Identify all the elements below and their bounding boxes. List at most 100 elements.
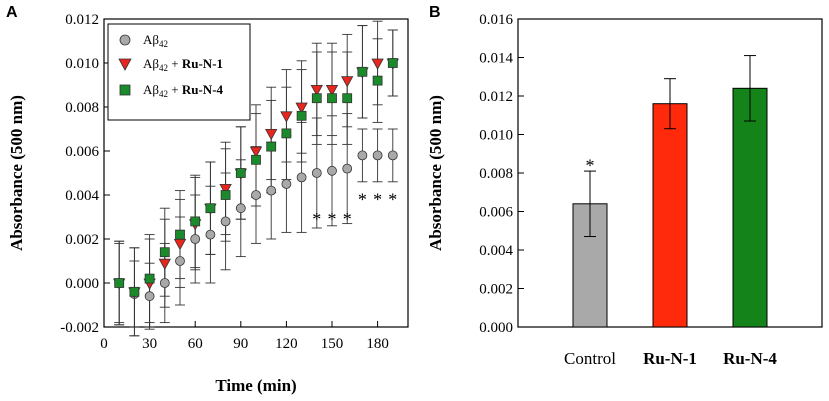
legend-label-2: Aβ42 + Ru-N-1 xyxy=(143,56,223,73)
y-tick-label: 0.002 xyxy=(479,282,513,298)
y-tick-label: 0.010 xyxy=(65,56,99,72)
data-point-abeta42 xyxy=(372,150,383,161)
y-tick-label: 0.010 xyxy=(479,128,513,144)
y-tick-label: 0.012 xyxy=(65,12,99,28)
data-point-ru-n-1 xyxy=(310,85,323,97)
x-tick-label: 120 xyxy=(275,336,298,352)
legend-label-2-plus: + xyxy=(168,56,182,71)
bar-ru-n-4 xyxy=(732,87,768,328)
legend-label-3: Aβ42 + Ru-N-4 xyxy=(143,82,224,99)
data-point-abeta42 xyxy=(159,278,170,288)
data-point-ru-n-1 xyxy=(173,239,187,251)
legend-label-2-sub: 42 xyxy=(159,63,168,73)
data-point-ru-n-4 xyxy=(220,190,231,200)
data-point-ru-n-4 xyxy=(114,278,125,288)
x-tick-label: 90 xyxy=(233,336,248,352)
legend-label-1: Aβ42 xyxy=(143,32,168,49)
data-point-ru-n-4 xyxy=(251,154,261,165)
y-tick-label: 0.012 xyxy=(479,89,513,105)
data-point-ru-n-1 xyxy=(325,85,339,97)
significance-star: * xyxy=(328,209,337,229)
significance-star: * xyxy=(312,209,321,229)
panel-b-y-axis-title: Absorbance (500 nm) xyxy=(426,95,445,251)
legend-label-1-sub: 42 xyxy=(159,39,168,49)
data-point-ru-n-4 xyxy=(327,93,337,104)
data-point-abeta42 xyxy=(311,168,322,178)
legend-square-marker xyxy=(119,84,131,96)
panel-b-letter: B xyxy=(429,4,441,21)
data-point-ru-n-1 xyxy=(280,111,293,123)
legend-label-3-plus: + xyxy=(168,82,182,97)
data-point-ru-n-4 xyxy=(235,168,246,178)
panel-b: B 0.000 0.002 0.004 0.006 0.008 0.010 0.012 0.0… xyxy=(426,4,823,368)
x-tick-label: 60 xyxy=(188,336,203,352)
data-point-ru-n-1 xyxy=(295,102,308,114)
y-tick-label: 0.000 xyxy=(65,276,99,292)
significance-star: * xyxy=(388,189,397,209)
y-tick-label: 0.006 xyxy=(479,205,513,221)
data-point-ru-n-4 xyxy=(205,203,216,214)
y-tick-label: 0.000 xyxy=(479,320,513,336)
legend-entry-ru-n-4: Aβ42 + Ru-N-4 xyxy=(119,82,224,99)
y-tick-label: 0.002 xyxy=(65,232,99,248)
data-point-ru-n-4 xyxy=(311,93,322,104)
y-tick-label: 0.016 xyxy=(479,12,513,28)
data-point-ru-n-4 xyxy=(357,66,368,77)
data-point-ru-n-4 xyxy=(372,75,383,86)
data-point-ru-n-4 xyxy=(129,286,140,297)
data-point-abeta42 xyxy=(205,229,216,240)
x-tick-label: 180 xyxy=(366,336,389,352)
legend-triangle-marker xyxy=(118,58,132,71)
data-point-abeta42 xyxy=(190,234,201,244)
panel-b-annotations: * xyxy=(586,155,595,175)
significance-star: * xyxy=(358,189,367,209)
data-point-ru-n-1 xyxy=(249,146,263,158)
legend-label-3-sub: 42 xyxy=(159,89,168,99)
category-label-ru-n-4: Ru-N-4 xyxy=(723,349,777,368)
data-point-ru-n-4 xyxy=(387,58,398,68)
legend-label-1-prefix: Aβ xyxy=(143,32,159,47)
data-point-abeta42 xyxy=(144,291,155,302)
data-point-abeta42 xyxy=(266,185,277,196)
data-point-abeta42 xyxy=(220,216,231,227)
data-point-abeta42 xyxy=(387,150,398,161)
data-point-ru-n-4 xyxy=(266,141,277,152)
data-point-abeta42 xyxy=(175,256,185,266)
panel-a-annotations: * * * * * * xyxy=(312,189,397,229)
legend-label-2-prefix: Aβ xyxy=(143,56,159,71)
data-point-ru-n-4 xyxy=(190,216,201,227)
legend-entry-ru-n-1: Aβ42 + Ru-N-1 xyxy=(118,56,223,73)
data-point-ru-n-4 xyxy=(159,247,170,258)
y-tick-label: 0.008 xyxy=(479,166,513,182)
panel-a-y-axis: -0.002 0.000 0.002 0.004 0.006 0.008 0.010 0.01… xyxy=(60,12,110,336)
y-tick-label: 0.006 xyxy=(65,144,99,160)
y-tick-label: 0.014 xyxy=(479,51,513,67)
data-point-abeta42 xyxy=(251,190,261,200)
data-point-ru-n-4 xyxy=(296,110,307,121)
x-tick-label: 30 xyxy=(142,336,157,352)
legend-circle-marker xyxy=(119,34,131,46)
category-label-ru-n-1: Ru-N-1 xyxy=(643,349,697,368)
data-point-ru-n-1 xyxy=(265,129,278,141)
y-tick-label: 0.004 xyxy=(479,243,513,259)
data-point-ru-n-4 xyxy=(144,273,155,284)
data-point-ru-n-1 xyxy=(371,58,384,70)
data-point-ru-n-4 xyxy=(281,128,292,139)
panel-a-legend: Aβ42 Aβ42 + Ru-N-1 Aβ42 + Ru-N-4 xyxy=(107,23,251,121)
panel-a-plot-frame xyxy=(103,18,409,328)
data-point-ru-n-1 xyxy=(341,76,354,88)
panel-a-x-axis: 0 30 60 90 120 150 180 xyxy=(100,321,389,352)
data-point-ru-n-1 xyxy=(219,184,232,196)
bar-ru-n-1 xyxy=(652,103,688,328)
data-point-ru-n-4 xyxy=(342,93,353,104)
legend-entry-abeta42: Aβ42 xyxy=(119,32,168,49)
category-label-control: Control xyxy=(564,349,616,368)
data-point-ru-n-4 xyxy=(175,229,185,240)
significance-star: * xyxy=(343,209,352,229)
data-point-abeta42 xyxy=(327,165,337,176)
data-point-abeta42 xyxy=(281,179,292,189)
y-tick-label: 0.004 xyxy=(65,188,99,204)
data-point-abeta42 xyxy=(235,203,246,214)
x-tick-label: 150 xyxy=(321,336,344,352)
